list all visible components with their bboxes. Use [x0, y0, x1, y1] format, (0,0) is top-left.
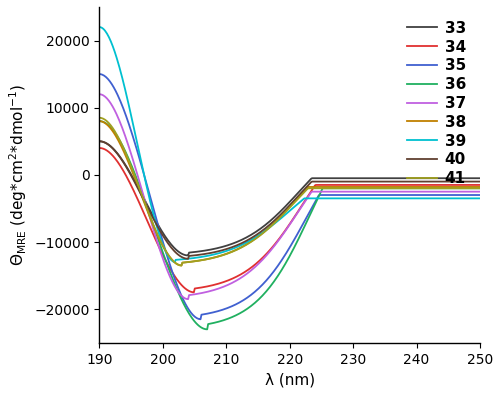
33	[185, 253, 191, 258]
35	[336, 193, 342, 197]
33	[477, 176, 483, 180]
39	[248, 238, 254, 242]
37	[374, 189, 380, 194]
Line: 41: 41	[100, 118, 480, 266]
37	[185, 297, 191, 301]
40	[336, 179, 342, 184]
35	[96, 72, 102, 76]
37	[336, 189, 342, 194]
35	[374, 193, 380, 197]
33	[372, 176, 378, 180]
34	[222, 279, 228, 284]
41	[336, 186, 342, 191]
38	[372, 184, 378, 189]
41	[178, 263, 184, 268]
Legend: 33, 34, 35, 36, 37, 38, 39, 40, 41: 33, 34, 35, 36, 37, 38, 39, 40, 41	[400, 15, 472, 192]
40	[374, 179, 380, 184]
Y-axis label: Θ$_\mathrm{MRE}$ (deg*cm$^2$*dmol$^{-1}$): Θ$_\mathrm{MRE}$ (deg*cm$^2$*dmol$^{-1}$…	[7, 84, 28, 266]
41	[248, 240, 254, 244]
39	[336, 196, 342, 201]
38	[374, 184, 380, 189]
39	[172, 260, 178, 264]
34	[336, 182, 342, 187]
40	[185, 256, 191, 261]
39	[477, 196, 483, 201]
33	[96, 139, 102, 144]
38	[222, 252, 228, 257]
34	[248, 265, 254, 270]
41	[477, 186, 483, 191]
Line: 36: 36	[100, 121, 480, 329]
41	[372, 186, 378, 191]
Line: 40: 40	[100, 141, 480, 259]
37	[222, 284, 228, 289]
Line: 37: 37	[100, 94, 480, 299]
36	[372, 186, 378, 191]
37	[372, 189, 378, 194]
41	[222, 252, 228, 257]
39	[222, 249, 228, 254]
35	[248, 292, 254, 297]
33	[336, 176, 342, 180]
40	[96, 139, 102, 144]
37	[96, 92, 102, 97]
38	[142, 203, 148, 208]
41	[142, 201, 148, 206]
37	[142, 199, 148, 204]
33	[142, 199, 148, 203]
36	[477, 186, 483, 191]
36	[374, 186, 380, 191]
39	[96, 25, 102, 30]
34	[374, 182, 380, 187]
38	[178, 263, 184, 268]
Line: 33: 33	[100, 141, 480, 255]
40	[142, 201, 148, 205]
38	[336, 184, 342, 189]
37	[248, 268, 254, 273]
41	[374, 186, 380, 191]
35	[198, 317, 203, 322]
35	[477, 193, 483, 197]
34	[372, 182, 378, 187]
33	[248, 232, 254, 237]
39	[142, 178, 148, 182]
35	[222, 307, 228, 312]
36	[336, 186, 342, 191]
Line: 35: 35	[100, 74, 480, 319]
36	[204, 327, 210, 332]
33	[374, 176, 380, 180]
40	[222, 247, 228, 252]
34	[191, 290, 197, 295]
Line: 38: 38	[100, 121, 480, 266]
34	[142, 214, 148, 219]
36	[248, 304, 254, 309]
35	[142, 177, 148, 181]
35	[372, 193, 378, 197]
34	[96, 146, 102, 151]
40	[372, 179, 378, 184]
40	[477, 179, 483, 184]
33	[222, 244, 228, 249]
41	[96, 115, 102, 120]
39	[374, 196, 380, 201]
Line: 34: 34	[100, 148, 480, 292]
38	[477, 184, 483, 189]
38	[96, 119, 102, 123]
36	[142, 199, 148, 204]
X-axis label: λ (nm): λ (nm)	[264, 372, 314, 387]
36	[96, 119, 102, 123]
39	[372, 196, 378, 201]
Line: 39: 39	[100, 27, 480, 262]
40	[248, 236, 254, 241]
38	[248, 239, 254, 244]
37	[477, 189, 483, 194]
36	[222, 318, 228, 322]
34	[477, 182, 483, 187]
